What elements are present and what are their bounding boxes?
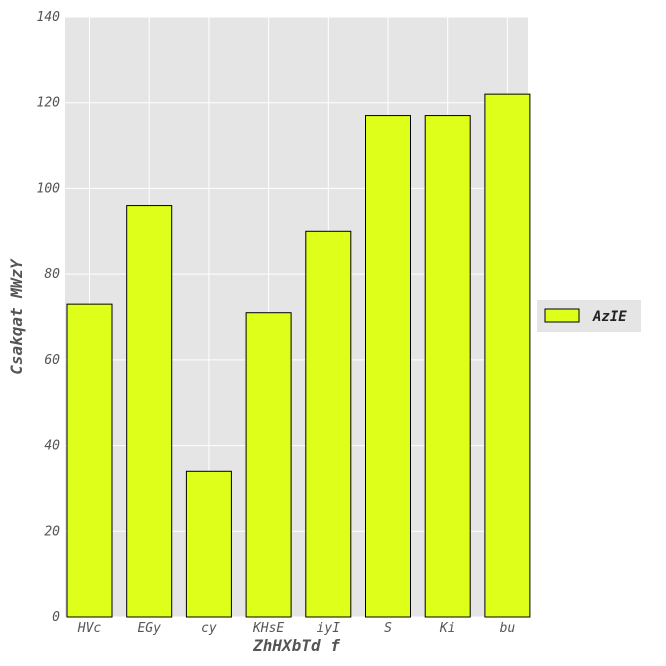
legend: AzIE: [537, 300, 641, 332]
y-axis-title: Csakqat MWzY: [7, 258, 26, 375]
y-tick-label: 100: [37, 181, 61, 196]
y-tick-label: 0: [52, 610, 60, 625]
y-tick-label: 20: [44, 524, 60, 539]
bar: [424, 115, 471, 618]
x-tick-label: iyI: [317, 621, 341, 636]
bar: [126, 205, 173, 618]
bar: [305, 230, 352, 618]
x-axis-title: ZhHXbTd f: [252, 636, 340, 655]
x-tick-label: KHsE: [252, 621, 284, 636]
bar: [365, 115, 411, 618]
x-tick-label: cy: [201, 621, 217, 636]
y-tick-labels: 0 20 40 60 80 100 120 140: [37, 10, 61, 625]
x-tick-labels: HVc EGy cy KHsE iyI S Ki bu: [77, 621, 516, 636]
bar: [245, 312, 292, 618]
bar: [484, 93, 531, 618]
y-tick-label: 40: [44, 439, 60, 454]
y-tick-label: 60: [44, 353, 60, 368]
y-tick-label: 140: [37, 10, 61, 25]
x-tick-label: S: [384, 621, 392, 636]
x-tick-label: HVc: [77, 621, 102, 636]
x-tick-label: Ki: [439, 621, 456, 636]
x-tick-label: bu: [500, 621, 516, 636]
y-tick-label: 80: [44, 267, 60, 282]
bar: [66, 303, 113, 618]
x-tick-label: EGy: [137, 621, 161, 636]
y-tick-label: 120: [37, 96, 61, 111]
legend-swatch: [544, 308, 580, 323]
legend-label: AzIE: [592, 309, 627, 325]
bars: [66, 93, 531, 618]
bar: [185, 470, 232, 618]
